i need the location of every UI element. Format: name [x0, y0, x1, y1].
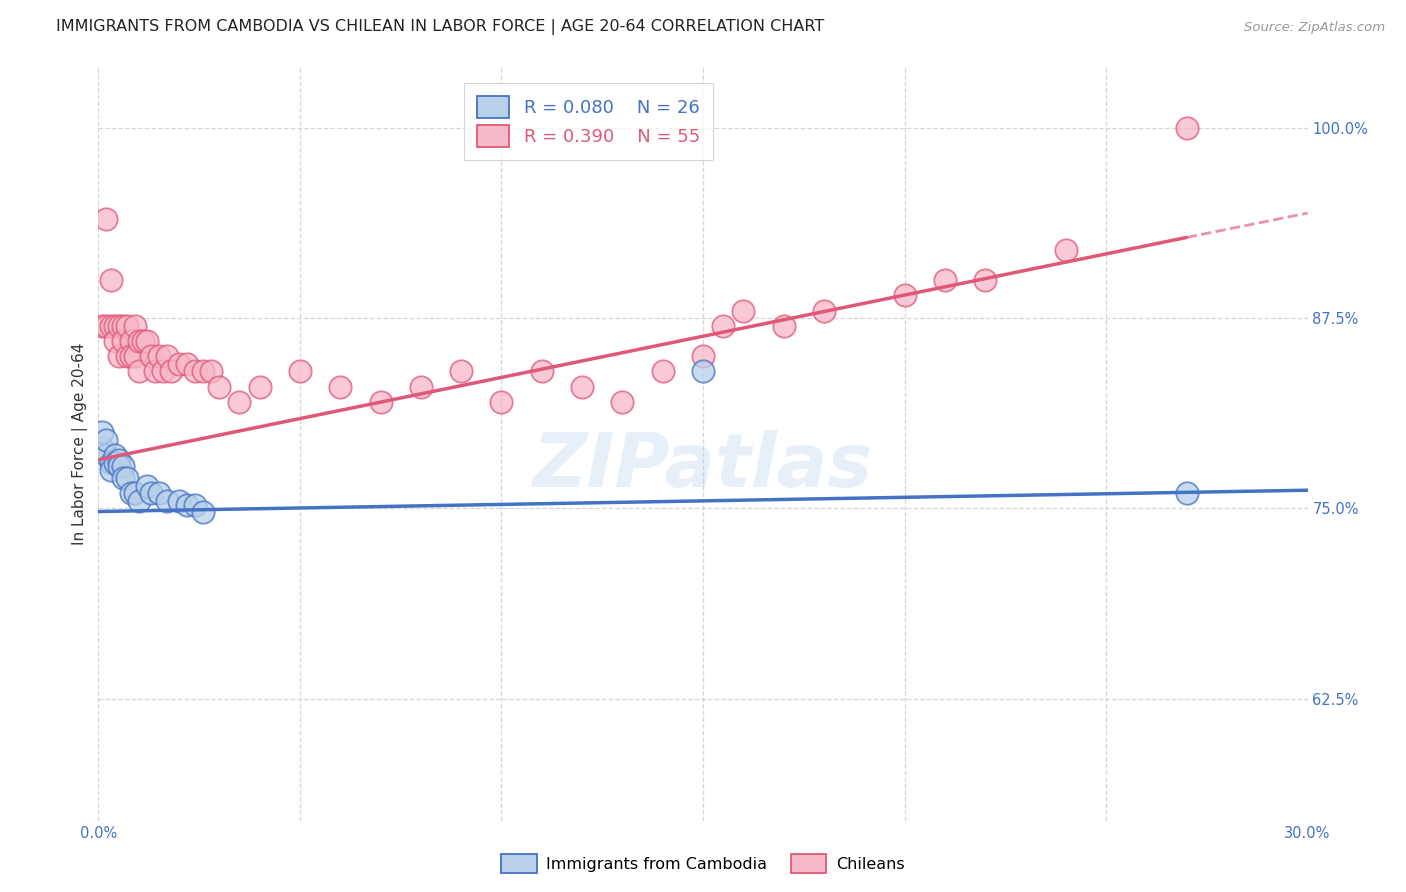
Point — [167, 494, 190, 508]
Point — [120, 486, 142, 500]
Point — [1054, 243, 1077, 257]
Point — [148, 486, 170, 500]
Point — [148, 349, 170, 363]
Point — [128, 334, 150, 348]
Point — [974, 273, 997, 287]
Point — [91, 425, 114, 440]
Legend: R = 0.080    N = 26, R = 0.390    N = 55: R = 0.080 N = 26, R = 0.390 N = 55 — [464, 84, 713, 160]
Point — [96, 433, 118, 447]
Point — [124, 349, 146, 363]
Y-axis label: In Labor Force | Age 20-64: In Labor Force | Age 20-64 — [72, 343, 89, 545]
Point — [91, 441, 114, 455]
Point — [103, 448, 125, 462]
Legend: Immigrants from Cambodia, Chileans: Immigrants from Cambodia, Chileans — [495, 847, 911, 880]
Point — [651, 364, 673, 378]
Point — [160, 364, 183, 378]
Point — [111, 334, 134, 348]
Point — [249, 379, 271, 393]
Point — [491, 395, 513, 409]
Point — [135, 478, 157, 492]
Text: Source: ZipAtlas.com: Source: ZipAtlas.com — [1244, 21, 1385, 34]
Point — [103, 334, 125, 348]
Point — [107, 452, 129, 467]
Point — [103, 318, 125, 333]
Point — [139, 486, 162, 500]
Point — [288, 364, 311, 378]
Point — [143, 364, 166, 378]
Point — [107, 349, 129, 363]
Point — [176, 357, 198, 371]
Point — [128, 494, 150, 508]
Point — [893, 288, 915, 302]
Point — [200, 364, 222, 378]
Point — [91, 318, 114, 333]
Point — [115, 318, 138, 333]
Point — [124, 318, 146, 333]
Point — [176, 499, 198, 513]
Point — [733, 303, 755, 318]
Point — [132, 334, 155, 348]
Point — [813, 303, 835, 318]
Point — [409, 379, 432, 393]
Point — [111, 458, 134, 473]
Point — [128, 364, 150, 378]
Point — [184, 364, 207, 378]
Text: ZIPatlas: ZIPatlas — [533, 430, 873, 503]
Point — [1175, 120, 1198, 135]
Point — [156, 349, 179, 363]
Point — [152, 364, 174, 378]
Point — [167, 357, 190, 371]
Point — [184, 499, 207, 513]
Point — [139, 349, 162, 363]
Point — [193, 364, 215, 378]
Point — [100, 463, 122, 477]
Point — [692, 349, 714, 363]
Point — [111, 318, 134, 333]
Point — [612, 395, 634, 409]
Text: IMMIGRANTS FROM CAMBODIA VS CHILEAN IN LABOR FORCE | AGE 20-64 CORRELATION CHART: IMMIGRANTS FROM CAMBODIA VS CHILEAN IN L… — [56, 20, 824, 35]
Point — [124, 486, 146, 500]
Point — [107, 458, 129, 473]
Point — [772, 318, 794, 333]
Point — [96, 212, 118, 227]
Point — [107, 318, 129, 333]
Point — [530, 364, 553, 378]
Point — [1175, 486, 1198, 500]
Point — [96, 448, 118, 462]
Point — [934, 273, 956, 287]
Point — [692, 364, 714, 378]
Point — [450, 364, 472, 378]
Point — [115, 471, 138, 485]
Point — [100, 318, 122, 333]
Point — [156, 494, 179, 508]
Point — [100, 456, 122, 470]
Point — [711, 318, 734, 333]
Point — [96, 318, 118, 333]
Point — [115, 349, 138, 363]
Point — [100, 273, 122, 287]
Point — [228, 395, 250, 409]
Point — [370, 395, 392, 409]
Point — [111, 471, 134, 485]
Point — [103, 456, 125, 470]
Point — [135, 334, 157, 348]
Point — [571, 379, 593, 393]
Point — [329, 379, 352, 393]
Point — [193, 504, 215, 518]
Point — [120, 349, 142, 363]
Point — [208, 379, 231, 393]
Point — [120, 334, 142, 348]
